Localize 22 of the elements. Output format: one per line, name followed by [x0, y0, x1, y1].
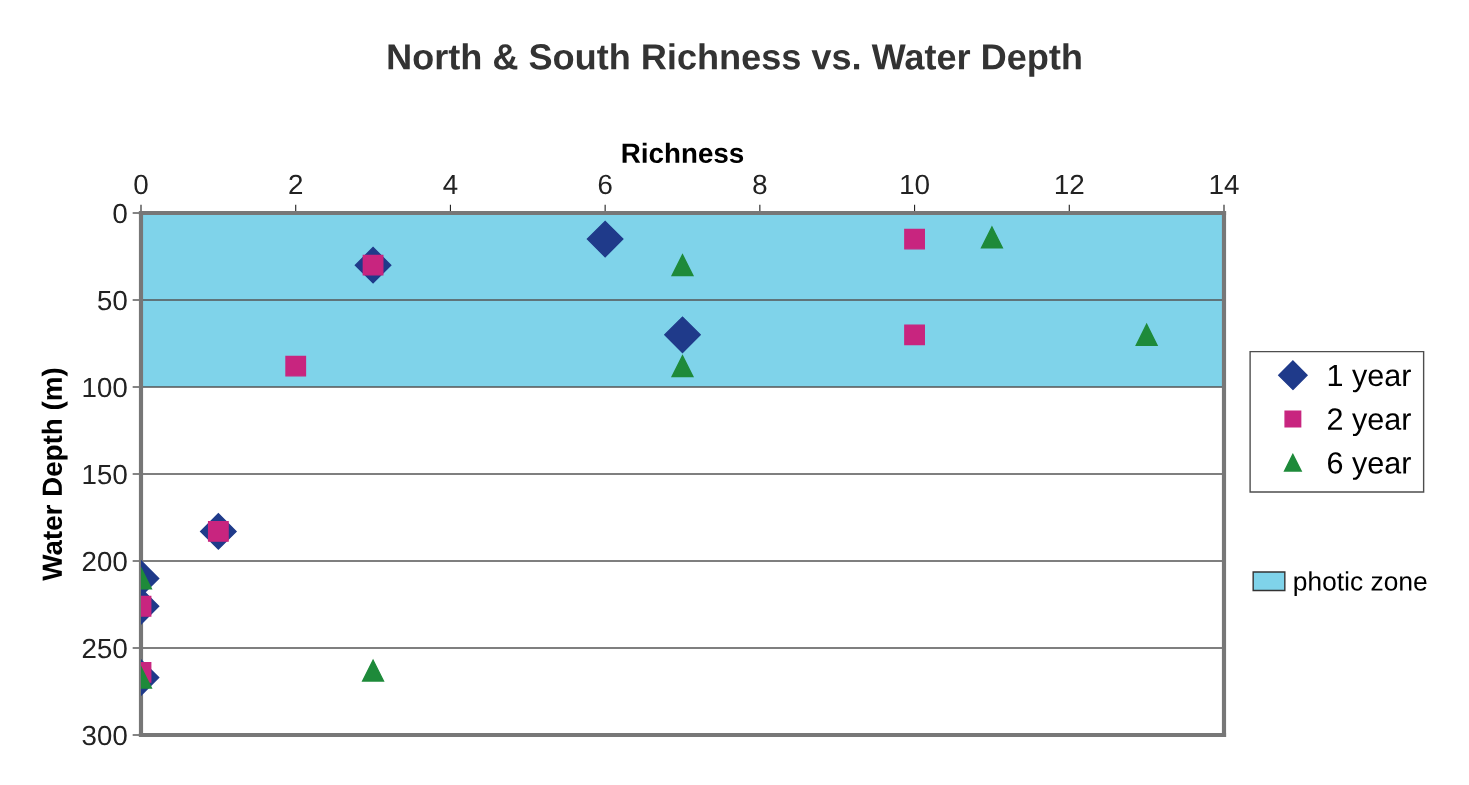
x-tick-label: 12: [1055, 174, 1084, 195]
y-axis-title: Water Depth (m): [41, 368, 68, 581]
y-tick-label: 300: [82, 725, 127, 746]
y-tick-label: 200: [82, 551, 127, 572]
y-tick-label: 100: [83, 377, 127, 398]
legend-label: 6 year: [1328, 452, 1411, 480]
y-tick-label: 150: [83, 464, 127, 485]
x-tick-label: 0: [134, 174, 148, 195]
x-tick-label: 2: [289, 174, 303, 195]
y-tick-label: 50: [98, 290, 127, 311]
x-tick-label: 14: [1210, 174, 1239, 195]
legend-label: photic zone: [1294, 571, 1427, 596]
x-tick-label: 6: [598, 174, 612, 195]
chart-title: North & South Richness vs. Water Depth: [388, 43, 1081, 77]
x-tick-label: 10: [901, 174, 929, 195]
y-tick-label: 250: [82, 638, 127, 659]
legend-label: 2 year: [1328, 408, 1411, 437]
legend-label: 1 year: [1328, 364, 1411, 393]
x-axis-title: Richness: [622, 142, 744, 164]
x-tick-label: 4: [443, 174, 458, 195]
y-tick-label: 0: [113, 203, 127, 224]
x-tick-label: 8: [753, 174, 767, 195]
